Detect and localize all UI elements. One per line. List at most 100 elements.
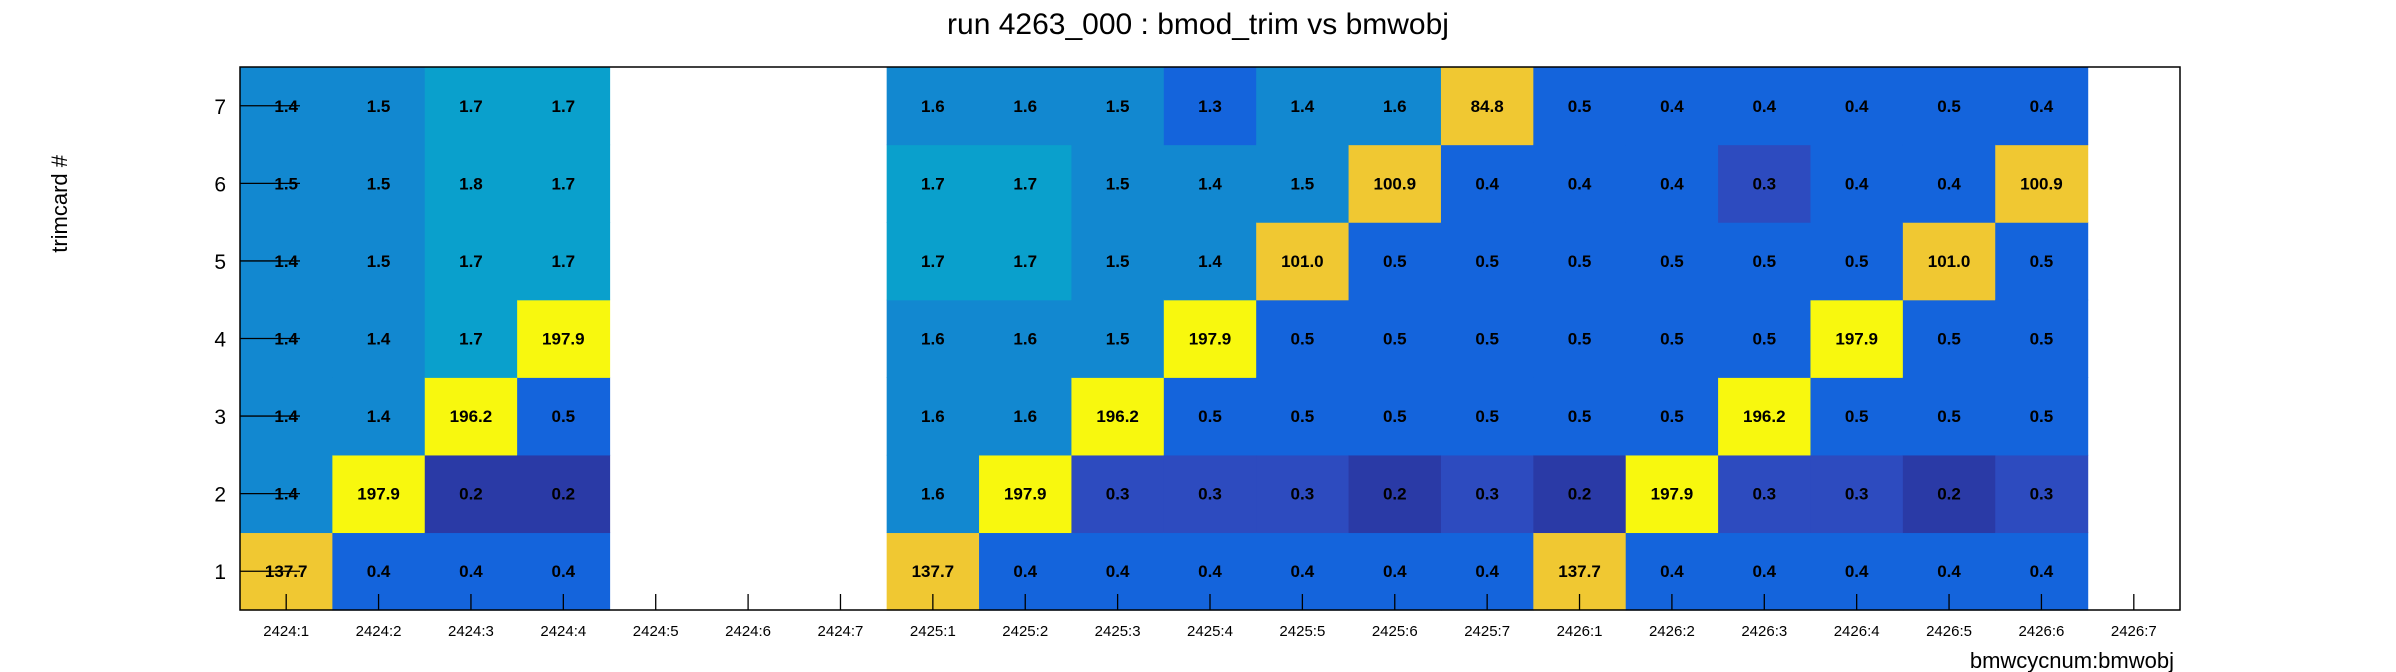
cell-value-label: 1.5 <box>1106 252 1130 271</box>
heatmap-cell <box>1810 454 1904 534</box>
x-tick-label: 2424:7 <box>818 623 864 640</box>
cell-value-label: 0.5 <box>1291 407 1315 426</box>
cell-value-label: 0.4 <box>2030 562 2054 581</box>
cell-value-label: 1.7 <box>921 174 945 193</box>
heatmap-cell <box>1533 222 1627 301</box>
y-axis-ticks: 1 2 3 4 5 6 7 <box>214 96 300 584</box>
cell-value-label: 1.5 <box>1106 330 1130 349</box>
cell-value-label: 196.2 <box>1096 407 1139 426</box>
cell-value-label: 1.7 <box>459 252 483 271</box>
cell-value-label: 1.7 <box>459 330 483 349</box>
cell-value-label: 196.2 <box>1743 407 1786 426</box>
cell-value-label: 0.4 <box>1383 562 1407 581</box>
heatmap-cell <box>886 299 980 378</box>
cell-value-label: 0.2 <box>552 485 576 504</box>
cell-value-label: 0.4 <box>459 562 483 581</box>
heatmap-cell <box>332 454 426 534</box>
y-tick-label: 7 <box>214 96 226 119</box>
heatmap-cell <box>424 299 518 378</box>
heatmap-cell <box>517 222 611 301</box>
heatmap-cell <box>1995 222 2089 301</box>
cell-value-label: 1.7 <box>552 174 576 193</box>
cell-value-label: 0.4 <box>1106 562 1130 581</box>
heatmap-cell <box>1533 377 1627 456</box>
x-tick-label: 2426:1 <box>1557 623 1603 640</box>
heatmap-cell <box>517 454 611 534</box>
y-tick-label: 4 <box>214 329 226 352</box>
heatmap-cell <box>332 222 426 301</box>
heatmap-cell <box>1440 67 1534 146</box>
chart-title: run 4263_000 : bmod_trim vs bmwobj <box>947 8 1449 41</box>
x-tick-label: 2425:1 <box>910 623 956 640</box>
y-tick-label: 5 <box>214 251 226 274</box>
cell-value-label: 84.8 <box>1471 97 1504 116</box>
cell-value-label: 0.4 <box>1475 562 1499 581</box>
heatmap-cell <box>1810 144 1904 223</box>
x-tick-label: 2425:5 <box>1279 623 1325 640</box>
heatmap-cell <box>979 67 1073 146</box>
heatmap-cell <box>424 377 518 456</box>
heatmap-cell <box>1902 377 1996 456</box>
heatmap-cell <box>1256 144 1350 223</box>
cell-value-label: 1.5 <box>367 174 391 193</box>
cell-value-label: 0.4 <box>1937 562 1961 581</box>
heatmap-cell <box>1902 454 1996 534</box>
heatmap-cell <box>1348 377 1442 456</box>
x-tick-label: 2424:4 <box>540 623 586 640</box>
cell-value-label: 1.4 <box>367 330 391 349</box>
cell-value-label: 0.5 <box>1568 330 1592 349</box>
cell-value-label: 197.9 <box>1835 330 1878 349</box>
cell-value-label: 0.3 <box>1291 485 1315 504</box>
cell-value-label: 0.4 <box>367 562 391 581</box>
cell-value-label: 0.5 <box>1383 330 1407 349</box>
x-tick-label: 2424:5 <box>633 623 679 640</box>
heatmap-cell <box>332 299 426 378</box>
heatmap-cell <box>1256 454 1350 534</box>
heatmap-cell <box>979 377 1073 456</box>
x-tick-label: 2424:6 <box>725 623 771 640</box>
cell-value-label: 137.7 <box>912 562 955 581</box>
x-tick-label: 2425:3 <box>1095 623 1141 640</box>
cell-value-label: 0.3 <box>1198 485 1222 504</box>
heatmap-cell <box>517 144 611 223</box>
heatmap-cell <box>1071 377 1165 456</box>
x-tick-label: 2426:5 <box>1926 623 1972 640</box>
heatmap-cell <box>1163 454 1257 534</box>
heatmap-cell <box>1163 222 1257 301</box>
heatmap-cell <box>1256 377 1350 456</box>
heatmap-cell <box>1071 299 1165 378</box>
cell-value-label: 101.0 <box>1281 252 1324 271</box>
heatmap-cell <box>886 67 980 146</box>
cell-value-label: 1.5 <box>1106 174 1130 193</box>
heatmap-cell <box>979 222 1073 301</box>
cell-value-label: 1.4 <box>1198 252 1222 271</box>
cell-value-label: 0.5 <box>2030 330 2054 349</box>
cell-value-label: 197.9 <box>1189 330 1232 349</box>
x-tick-label: 2425:6 <box>1372 623 1418 640</box>
heatmap-cell <box>517 377 611 456</box>
cell-value-label: 0.5 <box>1845 407 1869 426</box>
heatmap-cell <box>1163 299 1257 378</box>
x-tick-label: 2426:3 <box>1741 623 1787 640</box>
heatmap-cell <box>1718 67 1812 146</box>
x-tick-label: 2424:1 <box>263 623 309 640</box>
cell-value-label: 197.9 <box>542 330 585 349</box>
heatmap-cell <box>1533 454 1627 534</box>
cell-value-label: 1.6 <box>1383 97 1407 116</box>
cell-value-label: 1.4 <box>1291 97 1315 116</box>
heatmap-cell <box>1163 67 1257 146</box>
cell-value-label: 0.5 <box>1383 252 1407 271</box>
cell-value-label: 1.6 <box>1013 97 1037 116</box>
cell-value-label: 0.5 <box>1752 330 1776 349</box>
cell-value-label: 1.3 <box>1198 97 1222 116</box>
cell-value-label: 0.5 <box>1845 252 1869 271</box>
cell-value-label: 0.3 <box>1475 485 1499 504</box>
heatmap-cell <box>1440 222 1534 301</box>
cell-value-label: 1.7 <box>921 252 945 271</box>
cell-value-label: 0.4 <box>1937 174 1961 193</box>
cell-value-label: 0.5 <box>1937 97 1961 116</box>
heatmap-cell <box>979 454 1073 534</box>
heatmap-cell <box>1902 144 1996 223</box>
cell-value-label: 1.6 <box>921 485 945 504</box>
